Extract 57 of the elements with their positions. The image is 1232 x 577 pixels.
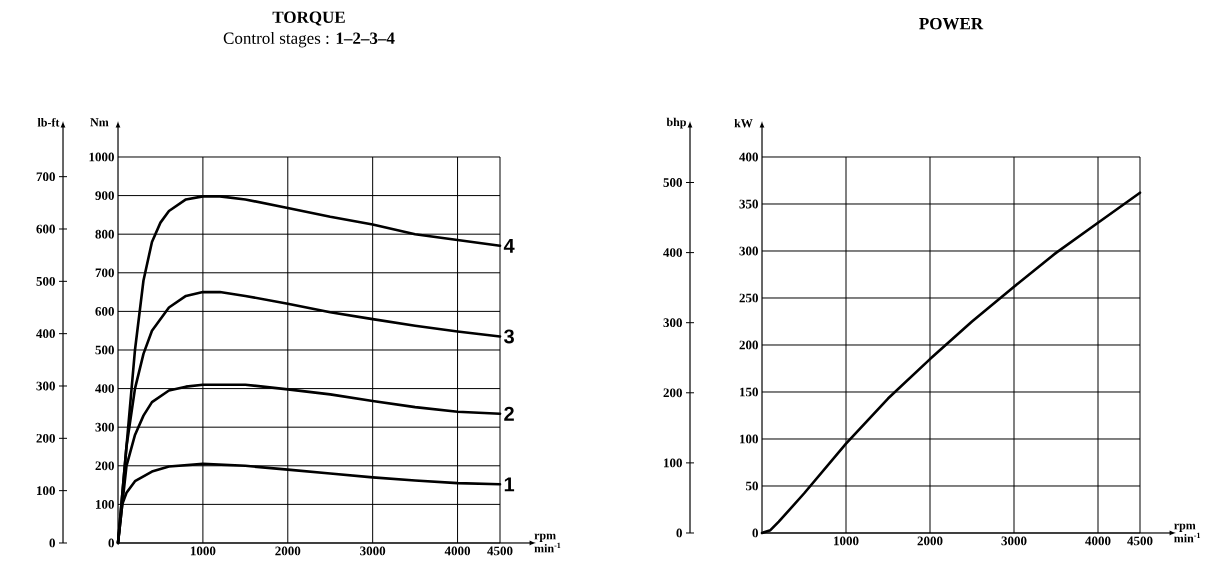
y-tick-label: 800	[95, 229, 114, 239]
x-tick-label: 4000	[444, 546, 471, 556]
x-tick-label: 2000	[275, 546, 301, 556]
x-axis-title: rpm min$^{-1}$	[534, 533, 561, 553]
y-axis-title: Nm	[90, 118, 109, 127]
y2-tick-label: 100	[664, 458, 682, 468]
y-tick-label: 600	[95, 307, 114, 316]
y-tick-label: 350	[739, 199, 758, 209]
y2-tick-label: 0	[49, 538, 55, 548]
y-tick-label: 0	[752, 528, 758, 538]
y-tick-label: 700	[95, 268, 114, 278]
y2-tick-label: 300	[663, 318, 682, 328]
y-tick-label: 300	[95, 422, 114, 432]
series-label: 4	[503, 238, 515, 253]
y-tick-label: 400	[95, 384, 114, 393]
x-tick-label: 1000	[190, 546, 216, 556]
y2-tick-label: 200	[36, 433, 55, 443]
x-tick-label: 2000	[917, 536, 943, 546]
series-label: 2	[504, 406, 514, 421]
x-tick-label: 4000	[1085, 536, 1111, 546]
series-label: 3	[503, 329, 514, 344]
y2-tick-label: 500	[36, 276, 55, 286]
y-tick-label: 250	[739, 293, 758, 303]
y2-tick-label: 700	[36, 172, 55, 182]
x-tick-label: 3000	[1001, 536, 1027, 546]
y2-tick-label: 400	[36, 329, 55, 339]
y2-tick-label: 200	[663, 388, 682, 398]
y-tick-label: 150	[740, 387, 758, 397]
y-tick-label: 200	[739, 340, 758, 350]
y-tick-label: 0	[108, 538, 114, 548]
y-tick-label: 100	[96, 500, 114, 509]
y2-axis-title: bhp	[666, 117, 686, 129]
y-tick-label: 900	[95, 191, 114, 200]
y2-axis-title: lb-ft	[37, 117, 60, 127]
x-tick-label: 4500	[1127, 536, 1153, 546]
y2-tick-label: 400	[663, 248, 682, 257]
x-tick-label: 1000	[834, 536, 859, 546]
y2-tick-label: 0	[676, 528, 682, 538]
y2-tick-label: 600	[36, 224, 55, 234]
chart-title: TORQUE	[272, 11, 345, 26]
y2-tick-label: 300	[36, 381, 55, 391]
y-tick-label: 1000	[89, 152, 114, 162]
y2-tick-label: 100	[37, 486, 55, 496]
x-tick-label: 4500	[487, 546, 513, 556]
y2-tick-label: 500	[663, 178, 682, 187]
y-tick-label: 200	[95, 461, 114, 471]
y-tick-label: 400	[739, 152, 758, 162]
y-axis-title: kW	[734, 118, 753, 128]
series-label: 1	[504, 477, 515, 492]
x-axis-title: rpm min$^{-1}$	[1174, 523, 1201, 543]
y-tick-label: 300	[739, 246, 758, 256]
x-tick-label: 3000	[360, 546, 386, 556]
chart-title: POWER	[919, 17, 984, 30]
y-tick-label: 50	[745, 481, 758, 491]
y-tick-label: 500	[95, 345, 114, 355]
chart-subtitle: Control stages : 1–2–3–4	[223, 31, 395, 48]
y-tick-label: 100	[740, 434, 758, 444]
